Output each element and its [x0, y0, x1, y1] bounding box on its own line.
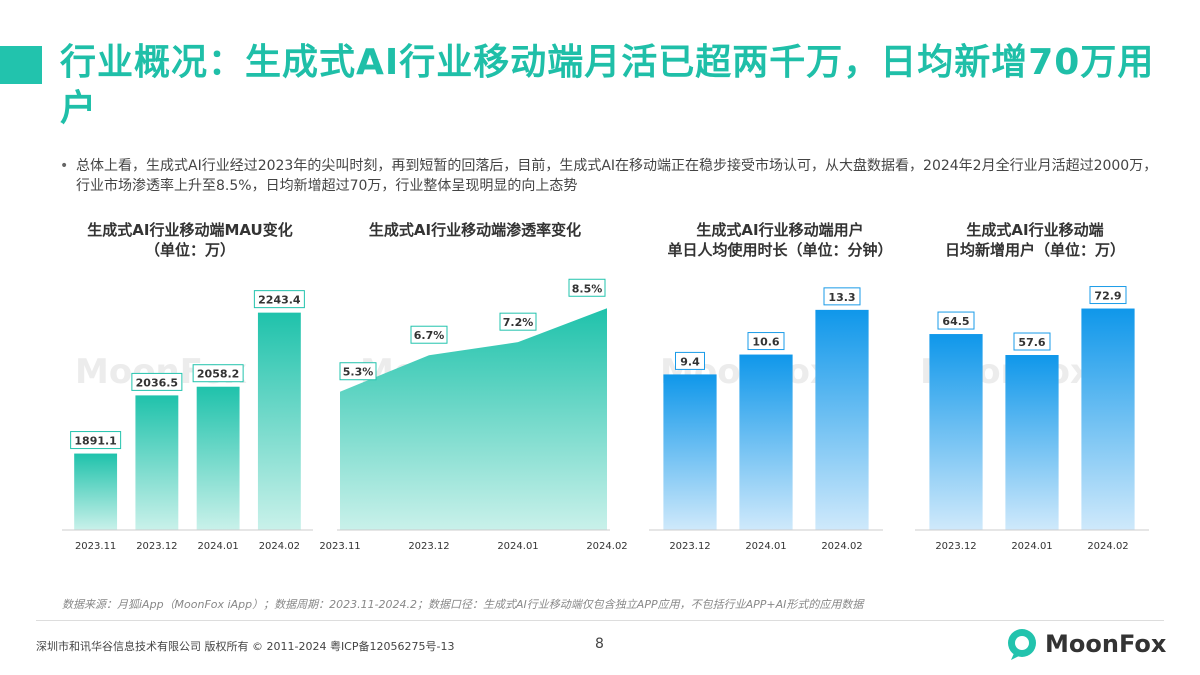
data-label: 1891.1 — [74, 435, 116, 448]
x-tick-label: 2024.01 — [745, 541, 786, 552]
data-label: 6.7% — [414, 329, 445, 342]
x-tick-label: 2024.01 — [197, 541, 238, 552]
x-tick-label: 2023.12 — [669, 541, 710, 552]
data-source-note: 数据来源：月狐iApp（MoonFox iApp）；数据周期：2023.11-2… — [62, 598, 864, 611]
moonfox-logo-icon — [1008, 629, 1036, 660]
x-tick-label: 2024.02 — [1087, 541, 1128, 552]
bar — [1081, 308, 1135, 530]
copyright: 深圳市和讯华谷信息技术有限公司 版权所有 © 2011-2024 粤ICP备12… — [36, 640, 455, 653]
page-number: 8 — [595, 636, 604, 652]
bar — [663, 374, 717, 530]
chart-title-new-users: 生成式AI行业移动端 日均新增用户（单位：万） — [944, 221, 1125, 259]
data-label: 2058.2 — [197, 368, 239, 381]
data-label: 7.2% — [503, 316, 534, 329]
data-label: 13.3 — [828, 291, 855, 304]
data-label-box — [823, 287, 861, 306]
bar — [135, 395, 179, 530]
chart-title-mau: 生成式AI行业移动端MAU变化 （单位：万） — [87, 221, 293, 259]
bar — [929, 334, 983, 530]
chart-title-penetration: 生成式AI行业移动端渗透率变化 — [368, 221, 582, 239]
bar — [1005, 355, 1059, 530]
data-label-box — [937, 311, 975, 330]
data-label-box — [747, 332, 785, 351]
chart-title-usage: 生成式AI行业移动端用户 单日人均使用时长（单位：分钟） — [667, 221, 893, 259]
data-label-box — [70, 431, 122, 450]
x-tick-label: 2023.11 — [319, 541, 360, 552]
data-label-box — [675, 351, 705, 370]
x-tick-label: 2024.02 — [259, 541, 300, 552]
bar — [815, 309, 869, 530]
data-label-box — [1013, 332, 1051, 351]
data-label-box — [499, 312, 537, 331]
data-label: 10.6 — [752, 336, 779, 349]
summary-bullet: 总体上看，生成式AI行业经过2023年的尖叫时刻，再到短暂的回落后，目前，生成式… — [60, 156, 1170, 196]
bar — [196, 386, 240, 530]
data-label: 2036.5 — [136, 376, 178, 389]
page-title: 行业概况：生成式AI行业移动端月活已超两千万，日均新增70万用户 — [60, 42, 1155, 129]
data-label-box — [253, 290, 305, 309]
logo-text: MoonFox — [1045, 630, 1167, 658]
data-label: 5.3% — [343, 366, 374, 379]
x-tick-label: 2023.12 — [935, 541, 976, 552]
moonfox-logo: MoonFox — [1005, 627, 1166, 661]
title-accent-bar — [0, 46, 42, 84]
data-label-box — [1089, 286, 1127, 305]
data-label-box — [410, 325, 448, 344]
x-tick-label: 2024.01 — [497, 541, 538, 552]
x-tick-label: 2023.12 — [408, 541, 449, 552]
footer-divider — [36, 620, 1164, 621]
bar — [74, 453, 118, 530]
x-tick-label: 2024.02 — [586, 541, 627, 552]
data-label-box — [131, 372, 183, 391]
x-tick-label: 2024.01 — [1011, 541, 1052, 552]
x-tick-label: 2023.12 — [136, 541, 177, 552]
data-label: 57.6 — [1018, 336, 1045, 349]
bar — [739, 354, 793, 530]
data-label: 2243.4 — [258, 294, 301, 307]
x-tick-label: 2023.11 — [75, 541, 116, 552]
data-label: 9.4 — [680, 355, 700, 368]
data-label-box — [568, 278, 606, 297]
bar — [257, 312, 301, 530]
data-label-box — [339, 362, 377, 381]
area — [340, 308, 607, 530]
data-label-box — [192, 364, 244, 383]
data-label: 8.5% — [572, 282, 603, 295]
data-label: 72.9 — [1094, 290, 1121, 303]
x-tick-label: 2024.02 — [821, 541, 862, 552]
data-label: 64.5 — [942, 315, 969, 328]
